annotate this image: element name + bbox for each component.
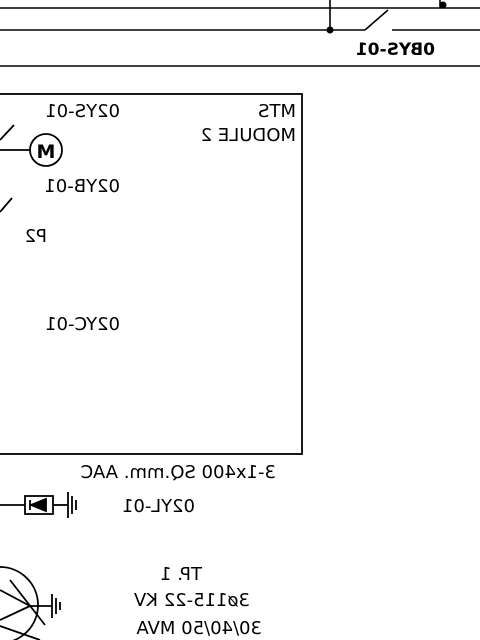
module-title-line2: MODULE 2 bbox=[201, 125, 296, 146]
cable-spec-label: 3-1x400 SQ.mm. AAC bbox=[81, 462, 276, 483]
bus-node-right bbox=[439, 1, 447, 9]
tp-id-label: TP. 1 bbox=[160, 564, 203, 585]
bus-node-left bbox=[326, 26, 334, 34]
arrester-symbol bbox=[0, 492, 77, 518]
tp-voltage-label: 3ø115-22 KV bbox=[133, 590, 250, 611]
yb-link bbox=[0, 197, 13, 213]
motor-icon: M bbox=[37, 141, 56, 163]
yc-id-label: 02YC-01 bbox=[45, 314, 120, 335]
top-bus bbox=[0, 0, 480, 67]
transformer-symbol bbox=[0, 566, 61, 640]
module-box bbox=[0, 93, 303, 455]
module-title-line1: MTS bbox=[258, 101, 296, 122]
yl-id-label: 02YL-01 bbox=[122, 496, 195, 517]
sys-id-label: 02YS-01 bbox=[45, 101, 120, 122]
panel-id-label: P2 bbox=[25, 226, 47, 247]
yb-id-label: 02YB-01 bbox=[44, 176, 120, 197]
tp-rating-label: 30/40/50 MVA bbox=[136, 618, 262, 639]
motor-switch bbox=[0, 124, 63, 167]
breaker-label: 0BYS-01 bbox=[356, 40, 435, 60]
